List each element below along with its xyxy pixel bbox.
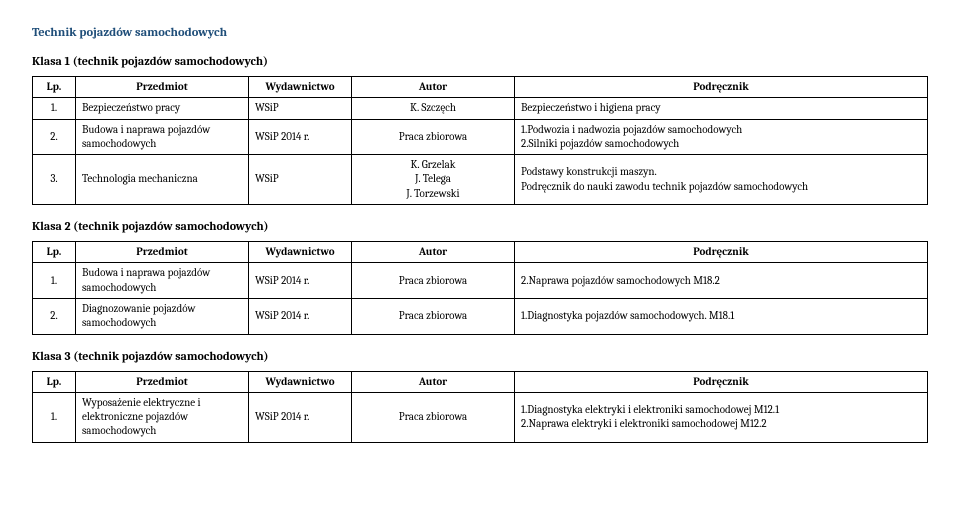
cell-textbook: 1.Diagnostyka pojazdów samochodowych. M1…: [515, 298, 928, 334]
cell-publisher: WSiP: [249, 98, 352, 119]
table-header-row: Lp.PrzedmiotWydawnictwoAutorPodręcznik: [33, 77, 928, 98]
cell-lp: 1.: [33, 263, 76, 299]
column-header-textbook: Podręcznik: [515, 371, 928, 392]
column-header-subject: Przedmiot: [76, 242, 249, 263]
column-header-author: Autor: [352, 242, 515, 263]
page-title: Technik pojazdów samochodowych: [32, 26, 928, 40]
cell-subject: Budowa i naprawa pojazdów samochodowych: [76, 119, 249, 155]
table-row: 1.Bezpieczeństwo pracyWSiPK. SzczęchBezp…: [33, 98, 928, 119]
cell-publisher: WSiP 2014 r.: [249, 298, 352, 334]
cell-author: K. Szczęch: [352, 98, 515, 119]
table-row: 2.Diagnozowanie pojazdów samochodowychWS…: [33, 298, 928, 334]
cell-author: Praca zbiorowa: [352, 263, 515, 299]
cell-subject: Wyposażenie elektryczne i elektroniczne …: [76, 392, 249, 442]
table-header-row: Lp.PrzedmiotWydawnictwoAutorPodręcznik: [33, 371, 928, 392]
cell-publisher: WSiP 2014 r.: [249, 119, 352, 155]
column-header-lp: Lp.: [33, 77, 76, 98]
cell-lp: 1.: [33, 98, 76, 119]
cell-author: K. GrzelakJ. TelegaJ. Torzewski: [352, 155, 515, 205]
section-title: Klasa 2 (technik pojazdów samochodowych): [32, 219, 928, 233]
cell-lp: 2.: [33, 119, 76, 155]
cell-lp: 1.: [33, 392, 76, 442]
cell-lp: 3.: [33, 155, 76, 205]
cell-lp: 2.: [33, 298, 76, 334]
table-header-row: Lp.PrzedmiotWydawnictwoAutorPodręcznik: [33, 242, 928, 263]
column-header-publisher: Wydawnictwo: [249, 77, 352, 98]
column-header-subject: Przedmiot: [76, 371, 249, 392]
column-header-author: Autor: [352, 77, 515, 98]
cell-textbook: Podstawy konstrukcji maszyn.Podręcznik d…: [515, 155, 928, 205]
column-header-textbook: Podręcznik: [515, 242, 928, 263]
cell-subject: Bezpieczeństwo pracy: [76, 98, 249, 119]
table-row: 2.Budowa i naprawa pojazdów samochodowyc…: [33, 119, 928, 155]
cell-textbook: 2.Naprawa pojazdów samochodowych M18.2: [515, 263, 928, 299]
table-row: 3.Technologia mechanicznaWSiPK. GrzelakJ…: [33, 155, 928, 205]
cell-publisher: WSiP: [249, 155, 352, 205]
column-header-author: Autor: [352, 371, 515, 392]
cell-textbook: Bezpieczeństwo i higiena pracy: [515, 98, 928, 119]
textbook-table: Lp.PrzedmiotWydawnictwoAutorPodręcznik1.…: [32, 371, 928, 443]
cell-textbook: 1.Diagnostyka elektryki i elektroniki sa…: [515, 392, 928, 442]
cell-author: Praca zbiorowa: [352, 119, 515, 155]
column-header-textbook: Podręcznik: [515, 77, 928, 98]
cell-author: Praca zbiorowa: [352, 392, 515, 442]
cell-subject: Technologia mechaniczna: [76, 155, 249, 205]
table-row: 1.Budowa i naprawa pojazdów samochodowyc…: [33, 263, 928, 299]
cell-textbook: 1.Podwozia i nadwozia pojazdów samochodo…: [515, 119, 928, 155]
column-header-lp: Lp.: [33, 242, 76, 263]
column-header-publisher: Wydawnictwo: [249, 371, 352, 392]
section-title: Klasa 3 (technik pojazdów samochodowych): [32, 349, 928, 363]
column-header-publisher: Wydawnictwo: [249, 242, 352, 263]
cell-author: Praca zbiorowa: [352, 298, 515, 334]
cell-subject: Budowa i naprawa pojazdów samochodowych: [76, 263, 249, 299]
section-title: Klasa 1 (technik pojazdów samochodowych): [32, 54, 928, 68]
cell-publisher: WSiP 2014 r.: [249, 263, 352, 299]
cell-subject: Diagnozowanie pojazdów samochodowych: [76, 298, 249, 334]
cell-publisher: WSiP 2014 r.: [249, 392, 352, 442]
column-header-subject: Przedmiot: [76, 77, 249, 98]
column-header-lp: Lp.: [33, 371, 76, 392]
textbook-table: Lp.PrzedmiotWydawnictwoAutorPodręcznik1.…: [32, 241, 928, 334]
table-row: 1.Wyposażenie elektryczne i elektroniczn…: [33, 392, 928, 442]
textbook-table: Lp.PrzedmiotWydawnictwoAutorPodręcznik1.…: [32, 76, 928, 205]
